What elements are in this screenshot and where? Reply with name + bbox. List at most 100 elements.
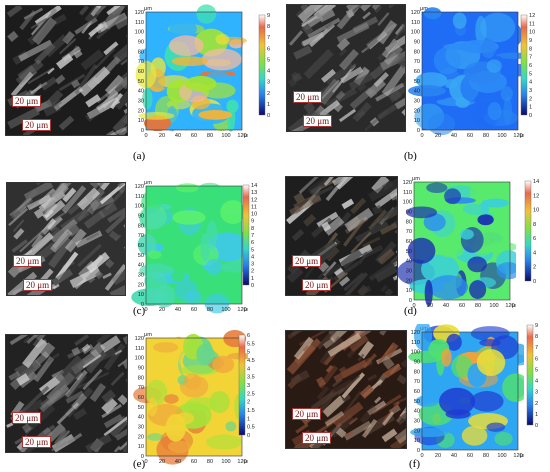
y-tick-label: 120 (411, 10, 420, 16)
x-tick-label: 100 (221, 459, 230, 465)
y-tick-label: 70 (414, 59, 420, 65)
x-tick-label: 40 (175, 133, 181, 139)
y-tick-label: 10 (414, 438, 420, 444)
x-tick-label: 60 (191, 459, 197, 465)
colorbar-tick-label: 12 (529, 13, 535, 19)
y-tick-label: 80 (406, 219, 412, 225)
micrograph-c: 20 μm 20 μm (6, 182, 126, 296)
colorbar-tick-label: 10 (251, 212, 257, 218)
x-tick-label: 40 (451, 453, 457, 459)
colorbar-gradient (526, 324, 534, 426)
colorbar-tick-label: 14 (533, 179, 539, 185)
colorbar-tick-label: 9 (535, 323, 538, 329)
x-unit-label: μm (244, 459, 248, 465)
colorbar-gradient (524, 180, 532, 282)
y-tick-label: 80 (414, 369, 420, 375)
colorbar-tick-label: 1.5 (247, 408, 255, 414)
y-tick-label: 100 (411, 350, 420, 356)
x-tick-label: 80 (207, 307, 213, 313)
colorbar-tick-label: 0 (529, 113, 532, 118)
colorbar-tick-label: 8 (529, 46, 532, 52)
colorbar-tick-label: 1 (535, 412, 538, 418)
colorbar-tick-label: 3 (251, 262, 254, 268)
colorbar-gradient (242, 184, 250, 286)
colorbar-tick-label: 9 (529, 38, 532, 44)
x-tick-label: 60 (467, 453, 473, 459)
colorbar-tick-label: 4 (529, 80, 532, 86)
x-tick-label: 0 (144, 459, 147, 465)
y-tick-label: 80 (138, 223, 144, 229)
y-unit-label: μm (144, 180, 152, 186)
y-tick-label: 120 (403, 180, 412, 186)
x-tick-label: 0 (420, 133, 423, 139)
y-tick-label: 50 (138, 79, 144, 85)
y-tick-label: 110 (403, 190, 412, 196)
y-tick-label: 90 (138, 214, 144, 220)
height-map-e: μm 120 110 100 90 80 70 60 50 40 30 20 10 0 0 20 40 60 80 1… (128, 330, 248, 470)
colorbar-tick-label: 1 (529, 105, 532, 111)
y-tick-label: 90 (414, 360, 420, 366)
micrograph-d: 20 μm 20 μm (285, 176, 398, 296)
y-tick-label: 70 (414, 379, 420, 385)
x-tick-label: 80 (207, 459, 213, 465)
x-tick-label: 40 (175, 459, 181, 465)
colorbar-tick-label: 2 (529, 96, 532, 102)
x-unit-label: μm (520, 453, 524, 459)
y-unit-label: μm (420, 6, 428, 12)
x-unit-label: μm (244, 133, 248, 139)
y-tick-label: 90 (414, 40, 420, 46)
y-tick-label: 70 (138, 233, 144, 239)
colorbar-tick-label: 2 (251, 269, 254, 275)
y-tick-label: 70 (138, 385, 144, 391)
colorbar-tick-label: 6 (247, 333, 250, 339)
colorbar-a: 9 8 7 6 5 4 3 2 1 0 (258, 12, 280, 123)
height-map-d: μm 120 110 100 90 80 70 60 50 40 30 20 10 0 0 20 40 60 80 1… (396, 174, 516, 314)
colorbar-tick-label: 3 (267, 80, 270, 86)
y-tick-label: 10 (138, 444, 144, 450)
colorbar-tick-label: 10 (529, 30, 535, 36)
colorbar-tick-label: 4.5 (247, 358, 255, 364)
x-tick-label: 100 (497, 453, 506, 459)
x-tick-label: 80 (483, 133, 489, 139)
y-tick-label: 30 (414, 99, 420, 105)
y-tick-label: 50 (406, 249, 412, 255)
scale-bar-label: 20 μm (292, 408, 322, 420)
micrograph-a: 20 μm 20 μm (5, 5, 128, 136)
y-tick-label: 120 (411, 330, 420, 336)
y-tick-label: 40 (138, 89, 144, 95)
colorbar-tick-label: 0 (251, 283, 254, 288)
height-map-b: μm 120 110 100 90 80 70 60 50 40 30 20 10 0 0 20 40 60 80 1… (404, 4, 524, 144)
y-tick-label: 60 (414, 69, 420, 75)
y-tick-label: 110 (411, 20, 420, 26)
colorbar-tick-label: 8 (267, 24, 270, 30)
colorbar-tick-label: 5 (535, 367, 538, 373)
y-tick-label: 40 (406, 259, 412, 265)
y-tick-label: 100 (411, 30, 420, 36)
y-tick-label: 10 (138, 292, 144, 298)
colorbar-tick-label: 14 (251, 183, 257, 189)
colorbar-c: 14 13 12 11 10 9 8 7 6 5 4 3 2 1 0 (242, 182, 264, 293)
colorbar-tick-label: 8 (533, 222, 536, 228)
colorbar-tick-label: 9 (251, 219, 254, 225)
y-tick-label: 60 (138, 69, 144, 75)
colorbar-tick-label: 4 (267, 69, 270, 75)
colorbar-tick-label: 6 (529, 63, 532, 69)
colorbar-tick-label: 5 (251, 247, 254, 253)
x-tick-label: 0 (420, 453, 423, 459)
colorbar-tick-label: 0 (535, 423, 538, 428)
y-tick-label: 20 (138, 108, 144, 114)
y-tick-label: 20 (406, 278, 412, 284)
colorbar-tick-label: 0 (267, 113, 270, 118)
y-tick-label: 20 (138, 434, 144, 440)
x-tick-label: 80 (475, 303, 481, 309)
x-tick-label: 120 (513, 453, 522, 459)
panel-caption: (a) (133, 150, 146, 162)
scale-bar-label-secondary: 20 μm (302, 279, 332, 291)
y-tick-label: 80 (138, 375, 144, 381)
y-tick-label: 70 (406, 229, 412, 235)
y-tick-label: 30 (138, 425, 144, 431)
colorbar-tick-label: 5 (529, 71, 532, 77)
height-map-c: μm 120 110 100 90 80 70 60 50 40 30 20 10 0 0 20 40 60 80 1… (128, 178, 248, 318)
colorbar-tick-label: 3 (247, 383, 250, 389)
x-tick-label: 60 (191, 133, 197, 139)
